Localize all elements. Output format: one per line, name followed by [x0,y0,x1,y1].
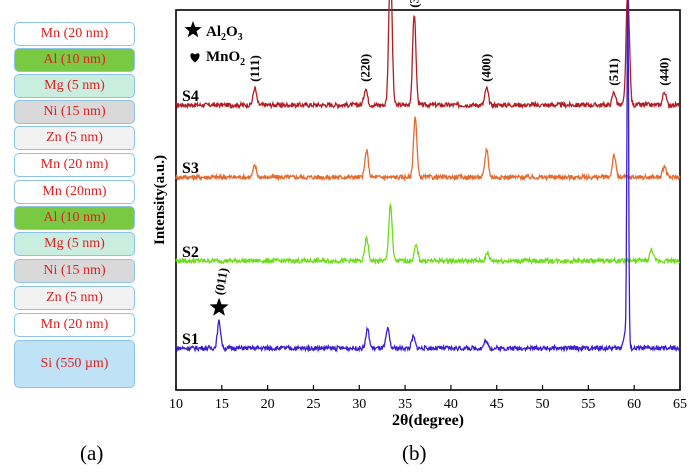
x-tick-label: 25 [306,397,320,412]
peak-label: (511) [606,58,621,85]
layer-9: Mg (5 nm) [14,232,135,256]
series-label-s4: S4 [182,88,199,105]
layer-11: Zn (5 nm) [14,286,135,310]
peak-label: (220) [358,54,373,82]
plot-frame [175,9,681,391]
y-axis-label: Intensity(a.u.) [152,155,168,245]
series-label-s2: S2 [182,244,199,261]
x-tick-label: 15 [215,397,229,412]
x-tick-label: 45 [490,397,504,412]
layer-4: Ni (15 nm) [14,100,135,124]
panel-a-caption: (a) [80,441,104,465]
peak-label: (400) [479,54,494,82]
series-line-s3 [175,116,681,182]
layer-5: Zn (5 nm) [14,126,135,150]
x-tick-label: 30 [352,397,366,412]
x-tick-label: 35 [398,397,412,412]
x-tick-label: 40 [444,397,458,412]
x-tick-label: 55 [581,397,595,412]
x-tick-label: 10 [169,397,183,412]
layer-13: Si (550 µm) [14,340,135,388]
series-line-s2 [175,202,681,266]
panel-b-caption: (b) [402,441,427,465]
al2o3-star-icon [209,297,229,316]
legend-star-icon [184,21,202,38]
x-tick-label: 65 [673,397,687,412]
series-label-s3: S3 [182,160,199,177]
legend-al2o3-label: Al2O3 [206,24,243,43]
series-line-s4 [175,0,681,110]
x-tick-label: 20 [261,397,275,412]
series-line-s1 [175,0,681,353]
legend-mno2-label: MnO2 [206,49,245,68]
peak-label: (440) [656,58,671,86]
x-tick-label: 60 [627,397,641,412]
peak-label: (111) [247,55,262,82]
layer-8: Al (10 nm) [14,206,135,230]
layer-12: Mn (20 nm) [14,313,135,337]
layer-6: Mn (20 nm) [14,153,135,177]
layer-stack-panel: Mn (20 nm) Al (10 nm) Mg (5 nm) Ni (15 nm) Z… [0,0,160,473]
layer-10: Ni (15 nm) [14,259,135,283]
layer-2: Al (10 nm) [14,48,135,72]
peak-label: (311) [406,0,421,8]
layer-1: Mn (20 nm) [14,22,135,46]
layer-3: Mg (5 nm) [14,74,135,98]
layer-7: Mn (20nm) [14,180,135,204]
series-label-s1: S1 [182,331,199,348]
peak-label: (011) [211,266,231,296]
x-axis-label: 2θ(degree) [392,412,464,429]
x-tick-label: 50 [536,397,550,412]
legend-heart-icon [190,53,200,63]
